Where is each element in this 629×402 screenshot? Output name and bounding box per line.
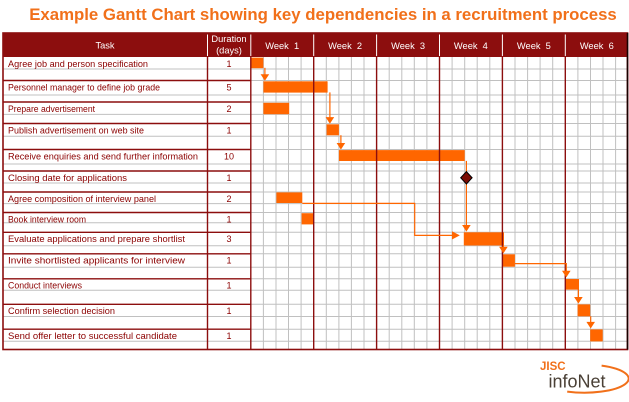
svg-text:Send offer letter to successfu: Send offer letter to successful candidat… xyxy=(8,331,177,341)
svg-text:Week 1: Week 1 xyxy=(265,41,299,51)
svg-text:Invite shortlisted applicants: Invite shortlisted applicants for interv… xyxy=(8,256,186,266)
svg-text:3: 3 xyxy=(226,234,231,244)
svg-text:Agree composition of interview: Agree composition of interview panel xyxy=(8,194,156,204)
svg-text:Prepare advertisement: Prepare advertisement xyxy=(8,104,95,114)
svg-text:Week 6: Week 6 xyxy=(580,41,614,51)
svg-text:Task: Task xyxy=(95,41,114,51)
svg-text:1: 1 xyxy=(226,59,231,69)
svg-text:Receive enquiries and send fur: Receive enquiries and send further infor… xyxy=(8,151,198,161)
svg-text:Week 4: Week 4 xyxy=(454,41,488,51)
svg-text:1: 1 xyxy=(226,125,231,135)
svg-text:Book interview room: Book interview room xyxy=(8,214,86,224)
svg-text:5: 5 xyxy=(226,82,231,92)
svg-text:(days): (days) xyxy=(216,46,242,56)
svg-text:2: 2 xyxy=(226,194,231,204)
svg-text:Publish advertisement on web s: Publish advertisement on web site xyxy=(8,125,144,135)
svg-text:Week 3: Week 3 xyxy=(391,41,425,51)
svg-text:Duration: Duration xyxy=(211,34,246,44)
svg-text:Personnel manager to define jo: Personnel manager to define job grade xyxy=(8,82,160,92)
svg-text:Week 2: Week 2 xyxy=(328,41,362,51)
svg-text:Evaluate applications and prep: Evaluate applications and prepare shortl… xyxy=(8,234,186,244)
svg-text:Week 5: Week 5 xyxy=(517,41,551,51)
svg-text:1: 1 xyxy=(226,214,231,224)
svg-text:2: 2 xyxy=(226,104,231,114)
svg-text:infoNet: infoNet xyxy=(549,372,606,392)
svg-text:1: 1 xyxy=(226,173,231,183)
svg-text:Agree job and person specifica: Agree job and person specification xyxy=(8,59,148,69)
svg-text:JISC: JISC xyxy=(540,361,566,373)
svg-text:Closing date for applications: Closing date for applications xyxy=(8,173,128,183)
svg-text:1: 1 xyxy=(226,256,231,266)
svg-text:1: 1 xyxy=(226,281,231,291)
svg-text:Example Gantt Chart showing ke: Example Gantt Chart showing key dependen… xyxy=(29,5,617,24)
svg-text:Confirm selection decision: Confirm selection decision xyxy=(8,306,115,316)
svg-text:10: 10 xyxy=(224,151,234,161)
svg-text:1: 1 xyxy=(226,306,231,316)
svg-text:Conduct interviews: Conduct interviews xyxy=(8,281,82,291)
svg-text:1: 1 xyxy=(226,331,231,341)
